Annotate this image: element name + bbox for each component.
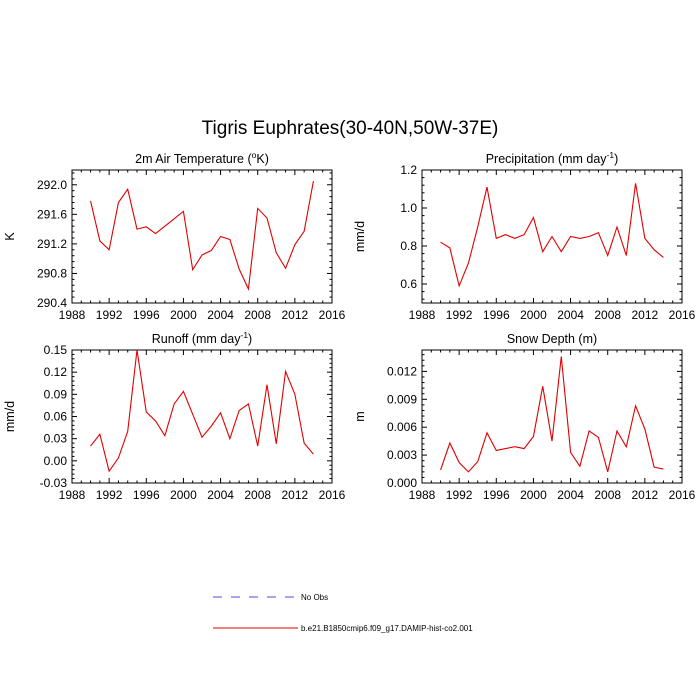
panel-title: 2m Air Temperature (oK) bbox=[135, 150, 269, 166]
x-tick-label: 1996 bbox=[483, 488, 510, 502]
y-tick-label: -0.03 bbox=[40, 476, 68, 490]
y-tick-label: 291.6 bbox=[37, 207, 67, 221]
x-tick-label: 2000 bbox=[170, 308, 197, 322]
x-tick-label: 2016 bbox=[669, 308, 696, 322]
legend-label: b.e21.B1850cmip6.f09_g17.DAMIP-hist-co2.… bbox=[301, 624, 473, 633]
y-tick-label: 0.03 bbox=[44, 432, 68, 446]
y-axis-label: m bbox=[353, 411, 367, 421]
x-tick-label: 1992 bbox=[96, 308, 123, 322]
x-tick-label: 2012 bbox=[632, 308, 659, 322]
x-tick-label: 2000 bbox=[170, 488, 197, 502]
x-tick-label: 2016 bbox=[319, 308, 346, 322]
x-tick-label: 1988 bbox=[409, 488, 436, 502]
x-tick-label: 2004 bbox=[557, 308, 584, 322]
x-tick-label: 1988 bbox=[59, 488, 86, 502]
y-axis-label: mm/d bbox=[3, 401, 17, 432]
series-line bbox=[440, 356, 664, 473]
panel-title: Runoff (mm day-1) bbox=[152, 330, 252, 346]
y-tick-label: 0.006 bbox=[387, 420, 417, 434]
y-tick-label: 292.0 bbox=[37, 178, 67, 192]
panel-1: 2m Air Temperature (oK) 1988 1992 1996 2000 2… bbox=[3, 150, 346, 322]
x-tick-label: 2004 bbox=[557, 488, 584, 502]
panel-2: Precipitation (mm day-1) 1988 1992 1996 2000… bbox=[353, 150, 696, 322]
y-tick-label: 0.09 bbox=[44, 387, 68, 401]
x-tick-label: 2016 bbox=[319, 488, 346, 502]
legend-label: No Obs bbox=[301, 593, 328, 602]
y-tick-label: 0.009 bbox=[387, 392, 417, 406]
x-tick-label: 1992 bbox=[96, 488, 123, 502]
x-tick-label: 2004 bbox=[207, 308, 234, 322]
panel-title-text: 2m Air Temperature ( bbox=[135, 152, 252, 166]
panel-4: Snow Depth (m) 1988 1992 1996 2000 2004 2008 20… bbox=[353, 332, 696, 502]
legend: No Obs b.e21.B1850cmip6.f09_g17.DAMIP-his… bbox=[213, 593, 473, 633]
y-tick-label: 0.6 bbox=[400, 277, 417, 291]
series-line bbox=[440, 183, 664, 288]
y-tick-label: 1.2 bbox=[400, 163, 417, 177]
y-tick-label: 0.15 bbox=[44, 343, 68, 357]
plot-frame bbox=[71, 169, 333, 304]
x-tick-label: 2012 bbox=[282, 308, 309, 322]
series-line bbox=[90, 180, 314, 291]
panel-title: Precipitation (mm day-1) bbox=[486, 150, 619, 166]
y-tick-label: 290.8 bbox=[37, 266, 67, 280]
panel-title-superscript: -1 bbox=[240, 330, 248, 340]
panels: 2m Air Temperature (oK)1988 1992 1996 2000 2… bbox=[3, 150, 696, 502]
panel-title-superscript: o bbox=[252, 150, 257, 160]
x-tick-label: 1992 bbox=[446, 488, 473, 502]
y-tick-label: 0.012 bbox=[387, 364, 417, 378]
x-tick-label: 1996 bbox=[483, 308, 510, 322]
panel-title-tail: ) bbox=[248, 332, 252, 346]
x-tick-label: 2000 bbox=[520, 308, 547, 322]
y-tick-label: 0.12 bbox=[44, 365, 68, 379]
x-tick-label: 1988 bbox=[59, 308, 86, 322]
x-tick-label: 2008 bbox=[244, 488, 271, 502]
x-tick-label: 2000 bbox=[520, 488, 547, 502]
x-tick-label: 1996 bbox=[133, 488, 160, 502]
x-tick-label: 2016 bbox=[669, 488, 696, 502]
x-tick-label: 2008 bbox=[244, 308, 271, 322]
x-tick-label: 2008 bbox=[594, 488, 621, 502]
plot-frame bbox=[71, 349, 333, 484]
panel-title-superscript: -1 bbox=[607, 150, 615, 160]
x-tick-label: 2004 bbox=[207, 488, 234, 502]
y-tick-label: 0.003 bbox=[387, 448, 417, 462]
panel-title-text: Precipitation (mm day bbox=[486, 152, 608, 166]
main-title: Tigris Euphrates(30-40N,50W-37E) bbox=[202, 118, 499, 139]
y-tick-label: 0.8 bbox=[400, 239, 417, 253]
y-tick-label: 291.2 bbox=[37, 237, 67, 251]
panel-title: Snow Depth (m) bbox=[507, 332, 597, 346]
y-tick-label: 290.4 bbox=[37, 296, 67, 310]
panel-title-tail: K) bbox=[256, 152, 269, 166]
x-tick-label: 2008 bbox=[594, 308, 621, 322]
x-tick-label: 2012 bbox=[282, 488, 309, 502]
x-tick-label: 1996 bbox=[133, 308, 160, 322]
y-tick-label: 0.00 bbox=[44, 454, 68, 468]
x-tick-label: 2012 bbox=[632, 488, 659, 502]
y-tick-label: 0.06 bbox=[44, 410, 68, 424]
x-tick-label: 1992 bbox=[446, 308, 473, 322]
y-axis-label: K bbox=[3, 232, 17, 241]
y-tick-label: 1.0 bbox=[400, 201, 417, 215]
y-axis-label: mm/d bbox=[353, 221, 367, 252]
y-tick-label: 0.000 bbox=[387, 476, 417, 490]
series-line bbox=[90, 349, 314, 473]
x-tick-label: 1988 bbox=[409, 308, 436, 322]
panel-title-text: Snow Depth (m) bbox=[507, 332, 597, 346]
panel-3: Runoff (mm day-1) 1988 1992 1996 2000 2004 200… bbox=[3, 330, 346, 502]
panel-title-text: Runoff (mm day bbox=[152, 332, 241, 346]
plot-frame bbox=[421, 349, 683, 484]
panel-title-tail: ) bbox=[614, 152, 618, 166]
